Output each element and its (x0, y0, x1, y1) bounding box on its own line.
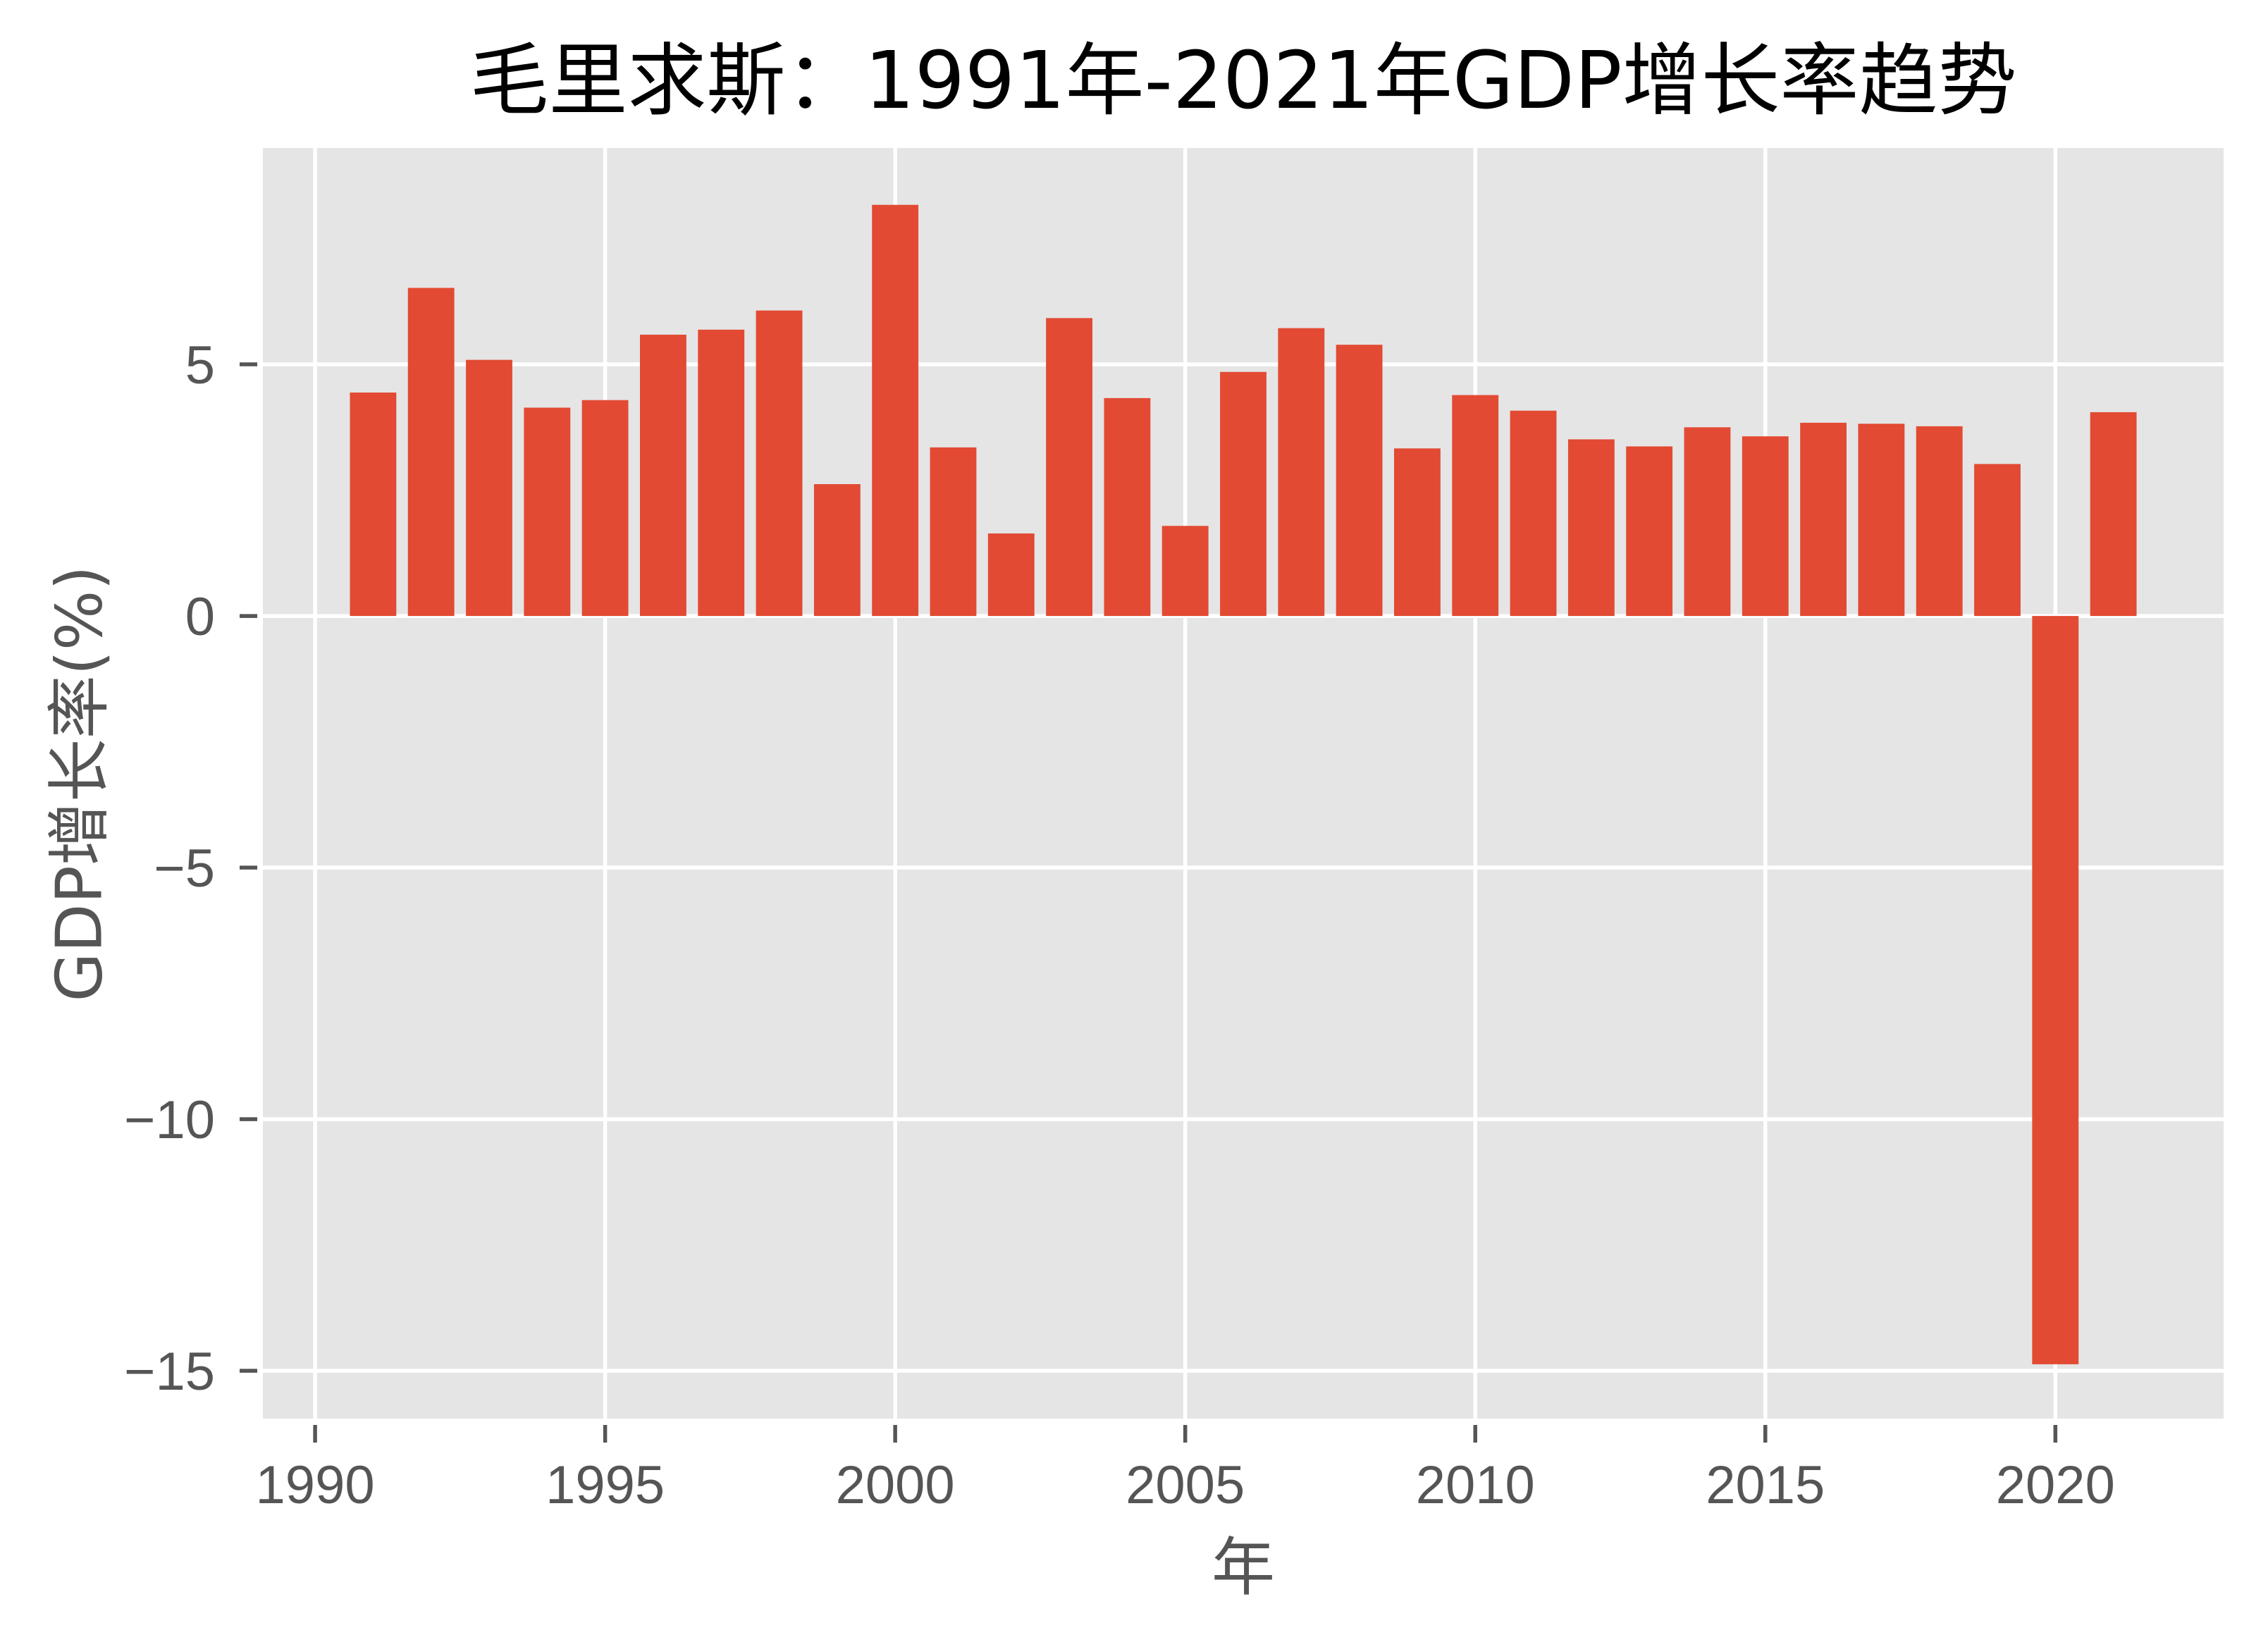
bar-1991 (350, 393, 397, 617)
y-tick-label: −10 (124, 1090, 215, 1150)
bar-2007 (1278, 328, 1325, 617)
bar-2010 (1452, 395, 1499, 617)
plot-background (263, 148, 2224, 1419)
bar-2019 (1974, 464, 2021, 617)
x-axis: 1990 1995 2000 2005 2010 2015 2020 (256, 1425, 2115, 1515)
x-tick-label: 1995 (546, 1455, 665, 1515)
bar-2008 (1336, 345, 1383, 617)
bar-2017 (1858, 424, 1905, 617)
bar-2012 (1567, 439, 1615, 617)
x-tick-label: 2000 (836, 1455, 955, 1515)
bar-1998 (756, 310, 803, 617)
bar-2013 (1626, 446, 1673, 617)
bar-1994 (524, 407, 571, 617)
bar-1993 (466, 359, 512, 617)
y-axis-label: GDP增长率(%) (43, 565, 117, 1001)
bar-1992 (407, 288, 455, 617)
x-tick-label: 2010 (1416, 1455, 1535, 1515)
bar-2003 (1046, 318, 1092, 617)
x-tick-label: 2005 (1126, 1455, 1245, 1515)
bar-2011 (1510, 410, 1557, 617)
chart-title: 毛里求斯：1991年-2021年GDP增长率趋势 (469, 35, 2016, 127)
bar-series (350, 204, 2137, 1364)
bar-2021 (2090, 412, 2137, 617)
bar-2020 (2032, 616, 2079, 1364)
y-axis: 5 0 −5 −10 −15 (124, 335, 257, 1402)
bar-2009 (1394, 448, 1441, 617)
bar-1997 (698, 329, 745, 617)
bar-2014 (1684, 427, 1731, 617)
bar-1999 (813, 483, 861, 617)
x-tick-label: 1990 (256, 1455, 375, 1515)
bar-2006 (1220, 371, 1266, 617)
y-tick-label: −5 (154, 839, 215, 899)
bar-2016 (1800, 422, 1847, 617)
bar-2005 (1161, 526, 1209, 617)
y-tick-label: 5 (185, 335, 215, 395)
bar-2015 (1742, 436, 1789, 617)
bar-2004 (1104, 397, 1151, 617)
y-tick-label: −15 (124, 1342, 215, 1402)
bar-2002 (987, 533, 1035, 617)
x-axis-label: 年 (1212, 1531, 1275, 1605)
y-tick-label: 0 (185, 587, 215, 647)
bar-1996 (640, 334, 686, 617)
x-tick-label: 2020 (1996, 1455, 2115, 1515)
bar-2001 (930, 447, 977, 617)
bar-2018 (1916, 426, 1963, 617)
bar-1995 (581, 400, 629, 617)
bar-2000 (872, 204, 919, 617)
x-tick-label: 2015 (1706, 1455, 1825, 1515)
